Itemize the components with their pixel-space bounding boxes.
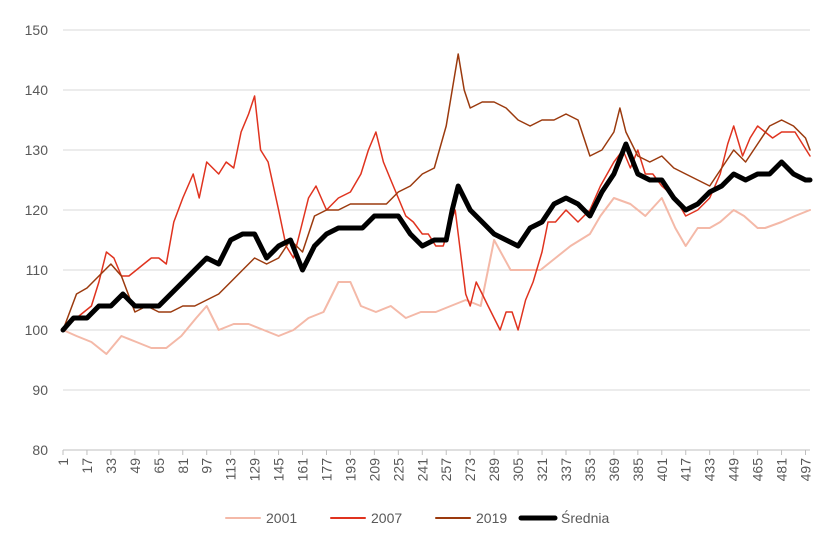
x-tick-label: 161	[295, 458, 311, 482]
x-tick-label: 369	[606, 458, 622, 482]
series-lines	[60, 53, 813, 355]
x-tick-label: 497	[798, 458, 814, 482]
x-tick-label: 65	[151, 458, 167, 474]
x-tick-label: 353	[582, 458, 598, 482]
legend: 2001 2007 2019 Średnia	[225, 509, 609, 526]
x-tick-label: 193	[342, 458, 358, 482]
y-tick-label: 110	[26, 262, 49, 278]
x-tick-label: 289	[486, 458, 502, 482]
x-tick-label: 1	[55, 458, 71, 466]
x-tick-label: 433	[702, 458, 718, 482]
legend-label-0: 2001	[266, 510, 297, 526]
x-tick-label: 145	[271, 458, 287, 482]
y-tick-label: 80	[32, 442, 48, 458]
series-line-0	[62, 197, 811, 355]
y-axis-ticks: 80 90 100 110 120 130 140 150	[25, 22, 49, 458]
x-tick-label: 113	[223, 458, 239, 481]
x-tick-label: 17	[79, 458, 95, 474]
y-tick-label: 90	[32, 382, 48, 398]
x-tick-label: 225	[390, 458, 406, 482]
series-line-2	[62, 53, 811, 331]
x-tick-label: 209	[366, 458, 382, 482]
y-tick-label: 130	[25, 142, 49, 158]
legend-label-1: 2007	[371, 510, 402, 526]
x-tick-label: 481	[774, 458, 790, 482]
y-tick-label: 140	[25, 82, 49, 98]
x-tick-label: 97	[199, 458, 215, 474]
y-tick-label: 120	[25, 202, 49, 218]
x-tick-label: 257	[438, 458, 454, 482]
series-line-3	[60, 141, 813, 333]
x-tick-label: 273	[462, 458, 478, 482]
x-tick-label: 177	[318, 458, 334, 482]
series-line-1	[62, 95, 811, 331]
x-tick-label: 337	[558, 458, 574, 482]
x-tick-label: 33	[103, 458, 119, 474]
x-tick-label: 81	[175, 458, 191, 474]
x-tick-label: 321	[534, 458, 550, 482]
x-axis-ticks: 1 17 33 49 65 81 97 113 129 145 161 177 193 209 225 241…	[55, 450, 814, 481]
x-tick-label: 241	[414, 458, 430, 482]
x-tick-label: 129	[247, 458, 263, 482]
legend-label-3: Średnia	[561, 509, 609, 526]
y-tick-label: 100	[25, 322, 49, 338]
x-tick-label: 401	[654, 458, 670, 482]
x-tick-label: 385	[630, 458, 646, 482]
x-tick-label: 449	[726, 458, 742, 482]
legend-label-2: 2019	[476, 510, 507, 526]
x-tick-label: 465	[750, 458, 766, 482]
x-tick-label: 49	[127, 458, 143, 474]
x-tick-label: 417	[678, 458, 694, 482]
x-tick-label: 305	[510, 458, 526, 482]
y-tick-label: 150	[25, 22, 49, 38]
